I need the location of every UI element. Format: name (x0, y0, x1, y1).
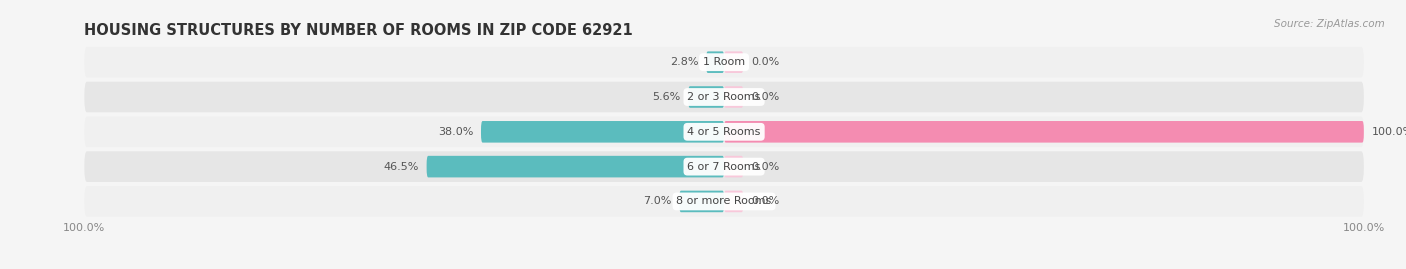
Text: 4 or 5 Rooms: 4 or 5 Rooms (688, 127, 761, 137)
Text: 2 or 3 Rooms: 2 or 3 Rooms (688, 92, 761, 102)
Text: 100.0%: 100.0% (1371, 127, 1406, 137)
FancyBboxPatch shape (724, 121, 1364, 143)
FancyBboxPatch shape (679, 191, 724, 212)
FancyBboxPatch shape (724, 156, 744, 178)
FancyBboxPatch shape (84, 116, 1364, 147)
FancyBboxPatch shape (84, 82, 1364, 112)
FancyBboxPatch shape (724, 191, 744, 212)
Text: 38.0%: 38.0% (437, 127, 474, 137)
FancyBboxPatch shape (689, 86, 724, 108)
Text: 0.0%: 0.0% (751, 196, 779, 206)
Text: 0.0%: 0.0% (751, 57, 779, 67)
FancyBboxPatch shape (481, 121, 724, 143)
Text: 0.0%: 0.0% (751, 162, 779, 172)
FancyBboxPatch shape (724, 51, 744, 73)
Text: 0.0%: 0.0% (751, 92, 779, 102)
FancyBboxPatch shape (426, 156, 724, 178)
FancyBboxPatch shape (706, 51, 724, 73)
FancyBboxPatch shape (84, 186, 1364, 217)
FancyBboxPatch shape (84, 151, 1364, 182)
FancyBboxPatch shape (84, 47, 1364, 77)
Text: 2.8%: 2.8% (671, 57, 699, 67)
Text: 8 or more Rooms: 8 or more Rooms (676, 196, 772, 206)
FancyBboxPatch shape (724, 86, 744, 108)
Text: 46.5%: 46.5% (384, 162, 419, 172)
Text: 1 Room: 1 Room (703, 57, 745, 67)
Text: 7.0%: 7.0% (644, 196, 672, 206)
Text: HOUSING STRUCTURES BY NUMBER OF ROOMS IN ZIP CODE 62921: HOUSING STRUCTURES BY NUMBER OF ROOMS IN… (84, 23, 633, 38)
Text: 5.6%: 5.6% (652, 92, 681, 102)
Text: 6 or 7 Rooms: 6 or 7 Rooms (688, 162, 761, 172)
Text: Source: ZipAtlas.com: Source: ZipAtlas.com (1274, 19, 1385, 29)
